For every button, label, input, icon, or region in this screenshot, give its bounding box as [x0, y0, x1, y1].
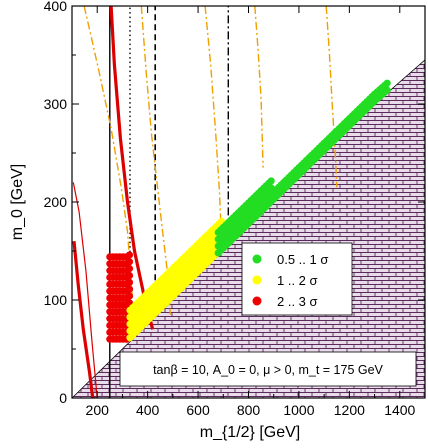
contour-line-6 [72, 182, 98, 398]
legend-marker-1 [252, 275, 262, 285]
legend-label-0: 0.5 .. 1 σ [277, 252, 328, 267]
legend: 0.5 .. 1 σ 1 .. 2 σ 2 .. 3 σ [241, 242, 353, 316]
y-tick-label: 300 [44, 96, 68, 112]
data-points [106, 79, 391, 343]
y-tick-label: 0 [59, 390, 67, 406]
red-point [125, 265, 134, 273]
x-tick-label: 400 [136, 402, 160, 418]
x-tick-label: 800 [237, 402, 261, 418]
red-point [125, 258, 134, 266]
x-tick-label: 200 [86, 402, 110, 418]
x-tick-label: 1200 [334, 402, 365, 418]
red-point [125, 285, 134, 293]
red-point [125, 251, 134, 259]
legend-label-2: 2 .. 3 σ [277, 294, 318, 309]
plot-area [72, 6, 425, 398]
x-tick-label: 600 [186, 402, 210, 418]
annotation-text: tanβ = 10, A_0 = 0, μ > 0, m_t = 175 GeV [153, 363, 383, 377]
green-point [383, 86, 391, 94]
x-tick-label: 1400 [384, 402, 415, 418]
contour-line-5 [72, 241, 95, 398]
x-tick-label: 1000 [283, 402, 314, 418]
legend-marker-0 [252, 254, 262, 264]
contour-line-11 [325, 6, 338, 188]
legend-label-1: 1 .. 2 σ [277, 273, 318, 288]
axis-ticks: 200 400 600 800 1000 1200 1400 0 100 200 300 400 [44, 0, 426, 418]
contour-line-9 [204, 6, 223, 252]
y-axis-label: m_0 [GeV] [9, 164, 26, 240]
y-tick-label: 100 [44, 292, 68, 308]
y-tick-label: 400 [44, 0, 68, 14]
annotation-box: tanβ = 10, A_0 = 0, μ > 0, m_t = 175 GeV [119, 351, 417, 387]
green-point [383, 79, 391, 87]
contour-line-7 [83, 6, 134, 301]
x-axis-label: m_{1/2} [GeV] [200, 424, 301, 441]
legend-marker-2 [252, 296, 262, 306]
contour-line-10 [254, 6, 264, 168]
y-tick-label: 200 [44, 194, 68, 210]
red-point [125, 278, 134, 286]
red-point [125, 292, 134, 300]
green-point [267, 177, 275, 185]
red-point [125, 271, 134, 280]
excluded-region [72, 59, 425, 398]
